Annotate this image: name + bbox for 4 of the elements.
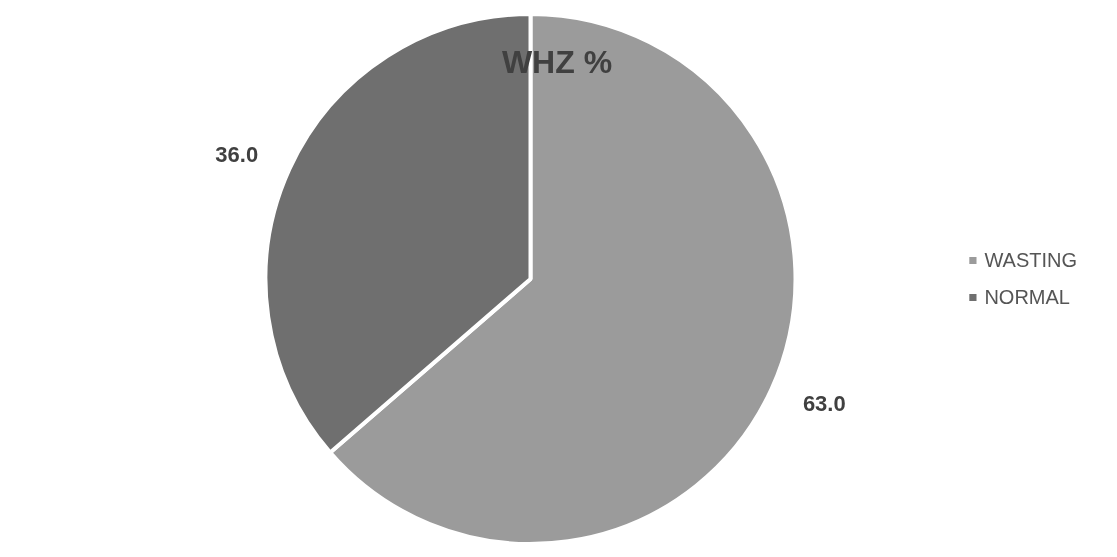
data-label: 36.0: [215, 142, 259, 168]
data-label: 63.0: [802, 390, 846, 416]
legend-label: NORMAL: [984, 285, 1070, 309]
legend-label: WASTING: [984, 248, 1077, 272]
